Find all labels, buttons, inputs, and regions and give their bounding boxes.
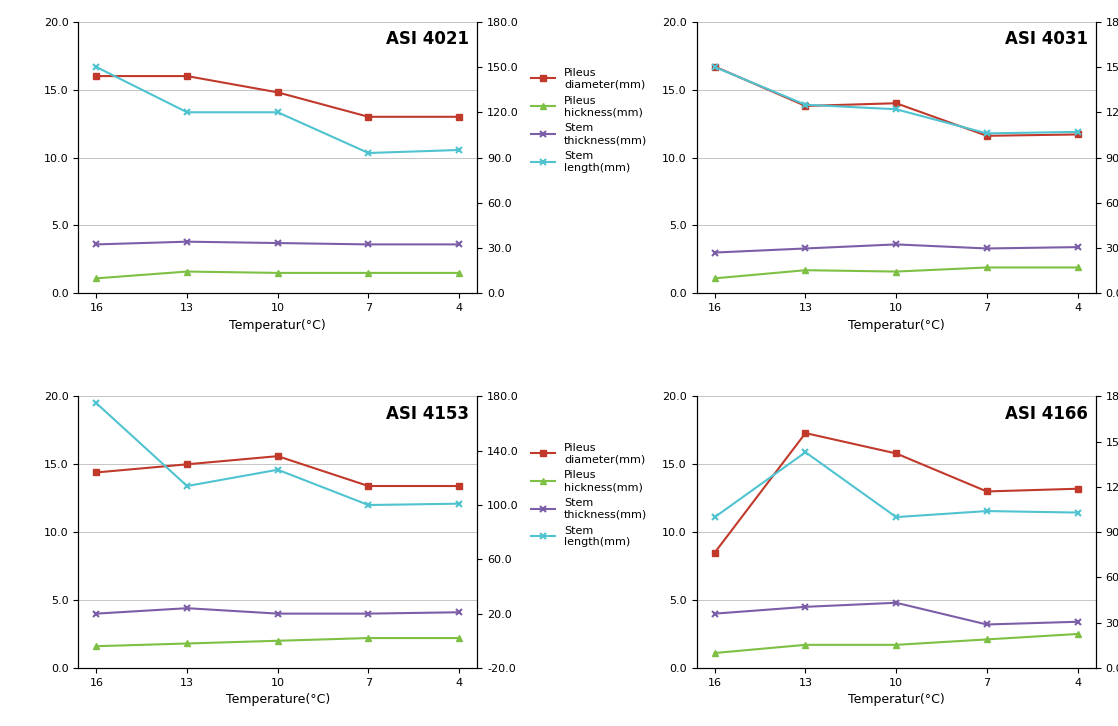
Text: ASI 4166: ASI 4166 [1005,404,1088,423]
Legend: Pileus
diameter(mm), Pileus
hickness(mm), Stem
thickness(mm), Stem
length(mm): Pileus diameter(mm), Pileus hickness(mm)… [531,443,647,547]
Text: ASI 4021: ASI 4021 [386,30,470,48]
X-axis label: Temperature(°C): Temperature(°C) [226,693,330,706]
Legend: Pileus
diameter(mm), Pileus
hickness(mm), Stem
thickness(mm), Stem
length(mm): Pileus diameter(mm), Pileus hickness(mm)… [531,68,647,173]
Text: ASI 4153: ASI 4153 [386,404,470,423]
X-axis label: Temperatur(°C): Temperatur(°C) [229,319,326,332]
X-axis label: Temperatur(°C): Temperatur(°C) [847,693,945,706]
Text: ASI 4031: ASI 4031 [1005,30,1088,48]
X-axis label: Temperatur(°C): Temperatur(°C) [847,319,945,332]
